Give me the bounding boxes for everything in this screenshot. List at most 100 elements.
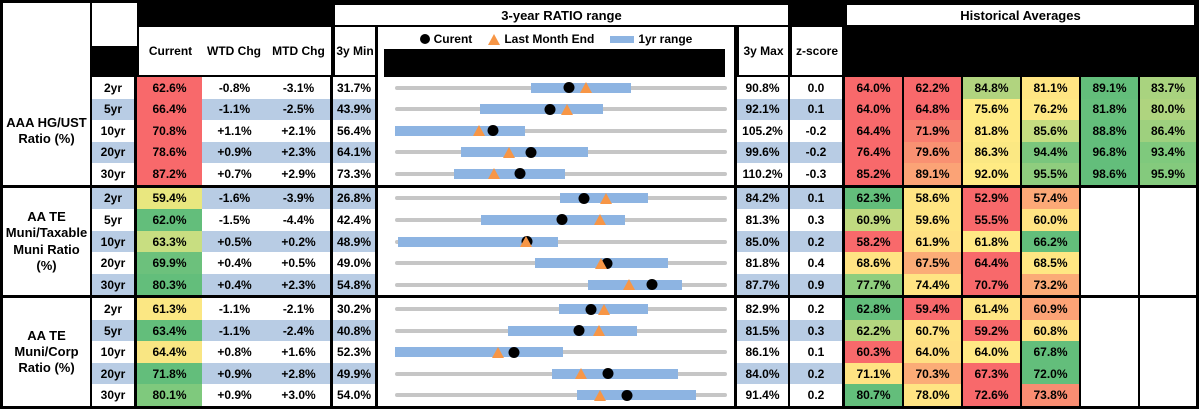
wtd-chg-cell: -0.8% [202,77,267,99]
avg-cell: 70.7% [963,273,1022,296]
avg-cell: 58.2% [845,230,904,253]
current-dot [514,168,526,180]
wtd-chg-cell: +0.9% [202,362,267,385]
avg-cell: 88.8% [1081,120,1140,142]
mtd-chg-cell: +0.5% [267,252,333,274]
range-min-cell: 43.9% [333,98,378,121]
avg-cell: 68.6% [845,252,904,274]
z-score-cell: 0.2 [790,230,845,253]
range-min-cell: 54.0% [333,384,378,406]
avg-cell: 93.4% [1140,141,1196,164]
bullet-chart-cell [378,384,737,406]
triangle-marker-icon [488,33,501,45]
chart-legend-cell: Curent Last Month End 1yr range [378,27,737,77]
avg-cell: 60.0% [1022,209,1081,231]
table-row: 5yr 63.4% -1.1% -2.4% 40.8% 81.5% 0.3 62.2% 60.7… [92,319,1196,342]
range-min-cell: 54.8% [333,273,378,296]
avg-cell: 76.4% [845,141,904,164]
current-dot [556,214,568,226]
range-min-cell: 42.4% [333,209,378,231]
current-value-cell: 59.4% [137,187,202,210]
mtd-chg-cell: -4.4% [267,209,333,231]
avg-cell: 80.7% [845,384,904,406]
avg-cell: 59.4% [904,298,963,320]
z-score-cell: 0.0 [790,77,845,99]
table-row: 2yr 59.4% -1.6% -3.9% 26.8% 84.2% 0.1 62.3% 58.6… [92,187,1196,210]
mtd-chg-cell: +2.9% [267,163,333,185]
1yr-range-bar [461,147,588,158]
avg-cell: 79.6% [904,141,963,164]
legend-last-month: Last Month End [488,32,594,46]
avg-cell: 72.6% [963,384,1022,406]
bullet-chart-cell [378,230,737,253]
avg-cell [1140,230,1196,253]
1yr-range-bar [395,347,563,358]
tenor-cell: 5yr [92,319,137,342]
tenor-cell: 2yr [92,77,137,99]
avg-cell: 86.3% [963,141,1022,164]
last-month-marker [579,82,592,94]
table-row: 5yr 62.0% -1.5% -4.4% 42.4% 81.3% 0.3 60.9% 59.6… [92,209,1196,231]
avg-cell: 92.0% [963,163,1022,185]
avg-cell [1081,230,1140,253]
tenor-cell: 20yr [92,252,137,274]
last-month-marker [561,103,574,115]
avg-cell: 75.6% [963,98,1022,121]
z-score-cell: -0.2 [790,120,845,142]
mtd-chg-cell: +2.3% [267,273,333,296]
table-row: 30yr 80.3% +0.4% +2.3% 54.8% 87.7% 0.9 77.7% 74.… [92,273,1196,296]
avg-cell: 64.0% [845,77,904,99]
avg-cell: 70.3% [904,362,963,385]
avg-cell: 57.4% [1022,187,1081,210]
range-min-cell: 56.4% [333,120,378,142]
current-dot [578,192,590,204]
wtd-chg-cell: -1.5% [202,209,267,231]
avg-cell: 59.6% [904,209,963,231]
range-section-title: 3-year RATIO range [333,3,790,27]
bullet-chart-cell [378,77,737,99]
mtd-chg-cell: +3.0% [267,384,333,406]
wtd-chg-cell: +0.7% [202,163,267,185]
group-rows: 2yr 59.4% -1.6% -3.9% 26.8% 84.2% 0.1 62.3% 58.6… [92,187,1196,296]
tenor-cell: 30yr [92,163,137,185]
range-track [395,128,727,133]
z-score-cell: 0.2 [790,298,845,320]
avg-cell: 64.0% [904,341,963,363]
avg-cell: 60.9% [1022,298,1081,320]
last-month-marker [472,125,485,137]
range-max-cell: 99.6% [737,141,790,164]
last-month-marker [487,168,500,180]
chart-legend: Curent Last Month End 1yr range [378,29,734,49]
current-value-cell: 66.4% [137,98,202,121]
wtd-chg-cell: +0.8% [202,341,267,363]
ratio-group: AA TE Muni/Taxable Muni Ratio (%) 2yr 59.4… [3,184,1196,296]
min-col-header-text: 3y Min [336,44,374,58]
range-max-cell: 82.9% [737,298,790,320]
group-rows: 2yr 62.6% -0.8% -3.1% 31.7% 90.8% 0.0 64.0% 62.2… [92,77,1196,185]
table-row: 10yr 70.8% +1.1% +2.1% 56.4% 105.2% -0.2 64.4% 7… [92,120,1196,142]
table-row: 2yr 62.6% -0.8% -3.1% 31.7% 90.8% 0.0 64.0% 62.2… [92,77,1196,99]
avg-cell: 60.7% [904,319,963,342]
avg-cell [1140,362,1196,385]
last-month-marker [492,346,505,358]
current-dot [646,279,658,291]
avg-cell: 64.4% [845,120,904,142]
range-min-cell: 31.7% [333,77,378,99]
mtd-chg-cell: -2.5% [267,98,333,121]
wtd-chg-cell: -1.1% [202,298,267,320]
ratio-group: AAA HG/UST Ratio (%) 2yr 62.6% -0.8% -3.1% 31… [3,77,1196,185]
avg-cell: 58.6% [904,187,963,210]
current-col-header: Current [148,44,193,58]
avg-cell: 89.1% [904,163,963,185]
current-value-cell: 78.6% [137,141,202,164]
bullet-chart-cell [378,341,737,363]
mtd-chg-cell: -2.1% [267,298,333,320]
avg-cell [1140,209,1196,231]
avg-cell: 95.5% [1022,163,1081,185]
avg-cell: 74.4% [904,273,963,296]
z-score-cell: 0.2 [790,362,845,385]
avg-cell: 52.9% [963,187,1022,210]
avg-cell: 64.4% [963,252,1022,274]
tenor-cell: 30yr [92,273,137,296]
mtd-chg-cell: -3.1% [267,77,333,99]
